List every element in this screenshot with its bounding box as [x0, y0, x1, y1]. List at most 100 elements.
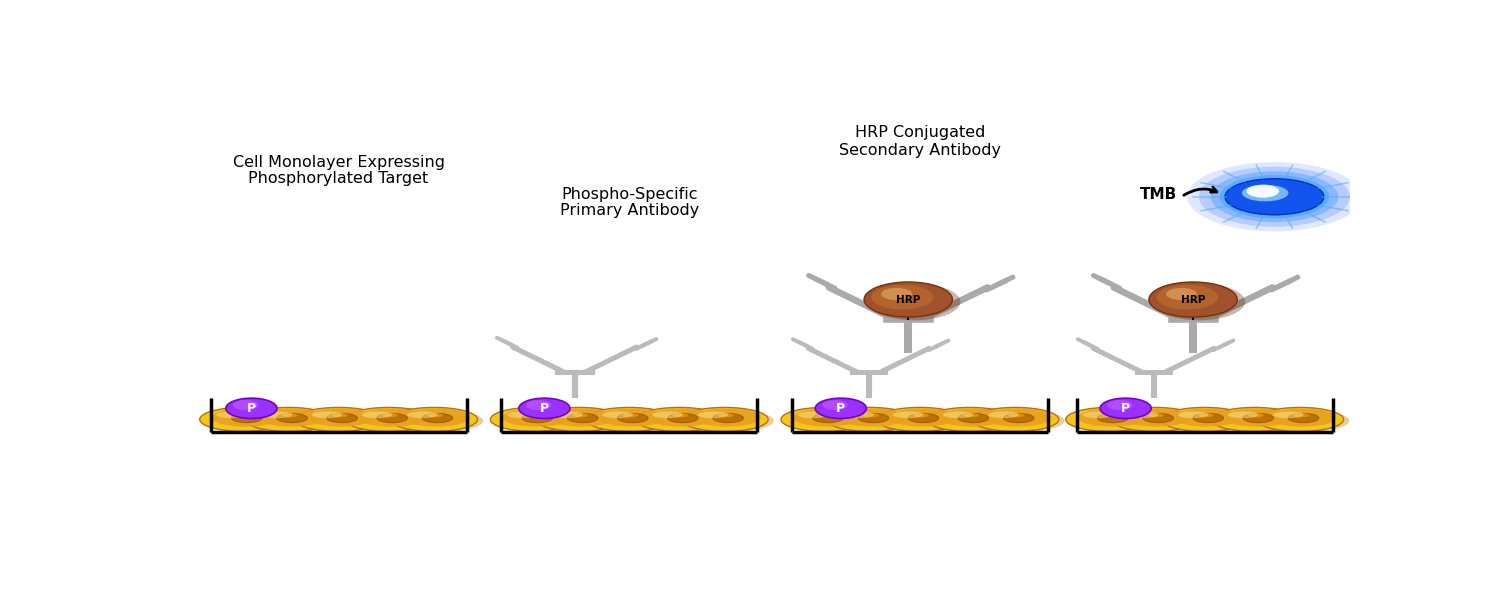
- Text: TMB: TMB: [1140, 187, 1178, 202]
- Ellipse shape: [308, 409, 375, 427]
- Ellipse shape: [585, 407, 674, 431]
- Ellipse shape: [332, 413, 348, 418]
- Ellipse shape: [858, 413, 888, 422]
- Ellipse shape: [927, 409, 1019, 432]
- Ellipse shape: [603, 412, 633, 418]
- Ellipse shape: [382, 413, 398, 418]
- Ellipse shape: [427, 413, 442, 418]
- Ellipse shape: [1083, 412, 1113, 418]
- Ellipse shape: [201, 409, 292, 432]
- Ellipse shape: [1228, 412, 1258, 418]
- Ellipse shape: [503, 409, 570, 427]
- Ellipse shape: [216, 412, 248, 418]
- Ellipse shape: [211, 409, 279, 427]
- Ellipse shape: [1244, 413, 1274, 422]
- Ellipse shape: [345, 407, 432, 431]
- Ellipse shape: [1269, 409, 1336, 427]
- Ellipse shape: [839, 409, 906, 427]
- Ellipse shape: [827, 407, 914, 431]
- Ellipse shape: [536, 407, 622, 431]
- Ellipse shape: [1143, 413, 1173, 422]
- Ellipse shape: [490, 407, 578, 431]
- Ellipse shape: [1113, 409, 1204, 432]
- Ellipse shape: [362, 412, 392, 418]
- Ellipse shape: [296, 407, 382, 431]
- Ellipse shape: [1293, 413, 1310, 418]
- Ellipse shape: [422, 413, 453, 422]
- Ellipse shape: [262, 412, 292, 418]
- Ellipse shape: [681, 407, 768, 431]
- Ellipse shape: [974, 409, 1065, 432]
- Ellipse shape: [1173, 409, 1240, 427]
- Ellipse shape: [402, 409, 471, 427]
- Ellipse shape: [231, 413, 262, 422]
- Ellipse shape: [1257, 409, 1350, 432]
- Ellipse shape: [794, 409, 861, 427]
- Ellipse shape: [567, 413, 598, 422]
- Ellipse shape: [1102, 413, 1119, 418]
- Ellipse shape: [944, 412, 974, 418]
- Circle shape: [519, 398, 570, 419]
- Ellipse shape: [573, 413, 588, 418]
- Ellipse shape: [244, 407, 332, 431]
- Ellipse shape: [200, 407, 286, 431]
- Circle shape: [1100, 398, 1150, 419]
- Ellipse shape: [876, 407, 963, 431]
- Ellipse shape: [828, 409, 920, 432]
- Ellipse shape: [958, 413, 988, 422]
- Circle shape: [1156, 285, 1218, 310]
- Text: Phosphorylated Target: Phosphorylated Target: [249, 171, 429, 186]
- Ellipse shape: [597, 409, 666, 427]
- Text: Phospho-Specific: Phospho-Specific: [561, 187, 698, 202]
- Circle shape: [526, 400, 552, 410]
- Ellipse shape: [798, 412, 828, 418]
- Circle shape: [867, 283, 960, 320]
- Ellipse shape: [492, 409, 584, 432]
- Ellipse shape: [636, 407, 723, 431]
- Ellipse shape: [392, 409, 483, 432]
- Ellipse shape: [1008, 413, 1025, 418]
- Circle shape: [1198, 167, 1350, 227]
- Ellipse shape: [282, 413, 297, 418]
- Ellipse shape: [712, 413, 744, 422]
- Text: HRP Conjugated: HRP Conjugated: [855, 125, 986, 140]
- Text: P: P: [1120, 402, 1130, 415]
- Circle shape: [816, 398, 867, 419]
- Ellipse shape: [1198, 413, 1214, 418]
- Ellipse shape: [963, 413, 980, 418]
- Ellipse shape: [256, 409, 326, 427]
- Ellipse shape: [682, 409, 774, 432]
- Circle shape: [1149, 282, 1238, 317]
- Ellipse shape: [406, 412, 438, 418]
- Ellipse shape: [892, 412, 924, 418]
- Ellipse shape: [1124, 409, 1191, 427]
- Ellipse shape: [938, 409, 1006, 427]
- Ellipse shape: [1248, 413, 1263, 418]
- Ellipse shape: [548, 409, 615, 427]
- Ellipse shape: [552, 412, 584, 418]
- Ellipse shape: [1226, 179, 1324, 215]
- Text: P: P: [837, 402, 846, 415]
- Ellipse shape: [1112, 407, 1198, 431]
- Ellipse shape: [278, 413, 308, 422]
- Circle shape: [226, 398, 278, 419]
- Ellipse shape: [246, 409, 338, 432]
- Ellipse shape: [698, 412, 728, 418]
- Ellipse shape: [668, 413, 698, 422]
- Circle shape: [880, 288, 912, 300]
- Ellipse shape: [878, 409, 969, 432]
- Circle shape: [1246, 185, 1280, 197]
- Text: P: P: [540, 402, 549, 415]
- Ellipse shape: [908, 413, 939, 422]
- Circle shape: [1166, 288, 1197, 300]
- Ellipse shape: [862, 413, 879, 418]
- Circle shape: [1107, 400, 1132, 410]
- Ellipse shape: [618, 413, 648, 422]
- Ellipse shape: [390, 407, 477, 431]
- Ellipse shape: [522, 413, 552, 422]
- Text: Primary Antibody: Primary Antibody: [560, 203, 699, 218]
- Ellipse shape: [1162, 409, 1254, 432]
- Ellipse shape: [1066, 407, 1154, 431]
- Circle shape: [1210, 172, 1338, 222]
- Ellipse shape: [1192, 413, 1224, 422]
